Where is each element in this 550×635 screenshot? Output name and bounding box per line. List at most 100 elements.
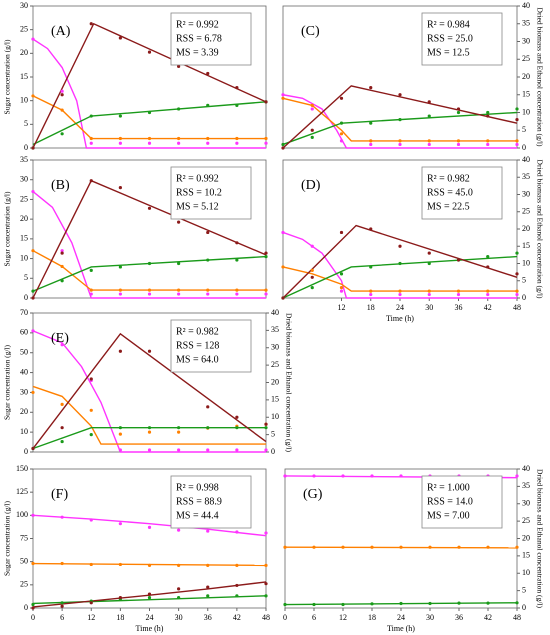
data-point — [398, 118, 402, 122]
data-point — [118, 426, 122, 430]
stats-text: MS = 22.5 — [427, 201, 470, 212]
data-point — [283, 474, 287, 478]
y-tick-label: 70 — [20, 308, 28, 317]
data-point — [206, 529, 210, 533]
x-tick-label: 12 — [338, 303, 346, 312]
data-point — [60, 132, 64, 136]
data-point — [515, 601, 519, 605]
x-tick-label: 36 — [455, 303, 463, 312]
x-tick-label: 24 — [146, 613, 154, 622]
data-point — [515, 545, 519, 549]
data-point — [31, 37, 35, 41]
y-tick-label: 125 — [16, 487, 28, 496]
data-point — [486, 545, 490, 549]
y-tick-label: 20 — [20, 48, 28, 57]
data-point — [339, 121, 344, 125]
data-point — [60, 264, 64, 269]
data-point — [369, 139, 373, 143]
stats-box — [170, 475, 252, 529]
data-point — [310, 135, 314, 139]
data-point — [264, 422, 268, 426]
x-tick-label: 0 — [283, 613, 287, 622]
data-point — [398, 142, 402, 147]
stats-text: MS = 3.39 — [176, 47, 219, 58]
y2-axis-label: Dried biomass and Ethanol concentration … — [284, 313, 293, 452]
data-point — [177, 448, 181, 452]
x-axis-label: Time (h) — [386, 314, 414, 323]
data-point — [399, 601, 403, 606]
data-point — [206, 258, 210, 262]
data-point — [147, 525, 152, 529]
data-point — [486, 110, 490, 115]
data-point — [89, 377, 93, 381]
data-point — [177, 141, 181, 145]
data-point — [341, 602, 345, 607]
data-point — [118, 595, 122, 600]
x-tick-label: 18 — [116, 613, 124, 622]
data-point — [235, 292, 239, 296]
data-point — [427, 139, 431, 143]
data-point — [310, 286, 314, 290]
data-point — [339, 132, 344, 136]
data-point — [235, 141, 239, 145]
data-point — [31, 289, 35, 293]
data-point — [369, 289, 373, 293]
y-axis-label: Sugar concentration (g/l) — [3, 191, 12, 266]
stats-text: R² = 0.998 — [176, 482, 219, 493]
y2-axis-label: Dried biomass and Ethanol concentration … — [535, 469, 544, 608]
fit-line — [32, 190, 266, 299]
y2-tick-label: 30 — [522, 189, 530, 198]
data-point — [456, 292, 461, 297]
data-point — [206, 141, 210, 145]
y2-tick-label: 25 — [271, 360, 279, 369]
data-point — [177, 430, 181, 434]
y2-tick-label: 15 — [522, 551, 530, 560]
data-point — [118, 265, 122, 269]
y2-tick-label: 0 — [522, 143, 526, 152]
data-point — [235, 136, 239, 141]
stats-box — [421, 475, 503, 529]
stats-text: MS = 44.4 — [176, 510, 219, 521]
data-point — [89, 518, 93, 522]
data-point — [89, 179, 93, 183]
y2-tick-label: 40 — [522, 464, 530, 473]
data-point — [339, 286, 344, 290]
stats-text: R² = 1.000 — [427, 482, 470, 493]
data-point — [456, 139, 461, 143]
data-point — [427, 251, 431, 255]
data-point — [206, 136, 210, 141]
data-point — [235, 530, 239, 534]
y-axis-label: Sugar concentration (g/l) — [3, 345, 12, 420]
data-point — [281, 96, 285, 100]
data-point — [118, 141, 122, 145]
data-point — [206, 103, 210, 107]
data-point — [206, 585, 210, 589]
y2-tick-label: 0 — [522, 293, 526, 302]
y2-tick-label: 5 — [271, 429, 275, 438]
y2-tick-label: 5 — [522, 276, 526, 285]
fit-line — [32, 514, 267, 537]
y-tick-label: 25 — [20, 580, 28, 589]
data-point — [118, 292, 122, 296]
fit-line — [32, 332, 267, 449]
data-point — [147, 430, 152, 434]
y2-tick-label: 35 — [271, 325, 279, 334]
y2-tick-label: 25 — [522, 207, 530, 216]
y2-axis-label: Dried biomass and Ethanol concentration … — [535, 160, 544, 299]
data-point — [427, 261, 431, 266]
y2-tick-label: 30 — [271, 343, 279, 352]
data-point — [177, 64, 181, 68]
fit-line — [32, 385, 266, 445]
data-point — [369, 121, 373, 125]
y2-tick-label: 35 — [522, 172, 530, 181]
y-tick-label: 10 — [20, 95, 28, 104]
y-tick-label: 10 — [20, 253, 28, 262]
data-point — [281, 146, 285, 150]
data-point — [281, 230, 285, 235]
y-tick-label: 20 — [20, 214, 28, 223]
data-point — [206, 71, 210, 76]
data-point — [177, 563, 181, 567]
x-tick-label: 24 — [397, 613, 405, 622]
data-point — [264, 100, 268, 104]
